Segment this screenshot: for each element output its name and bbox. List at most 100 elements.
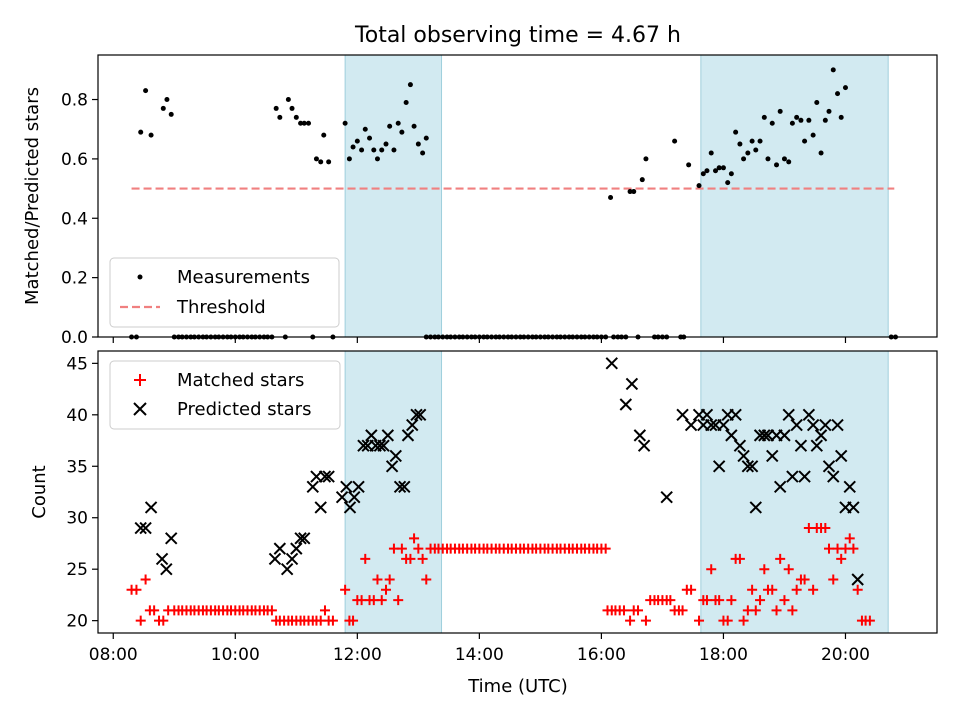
matched-star-point xyxy=(767,584,778,595)
matched-star-point xyxy=(413,543,424,554)
legend-predicted-label: Predicted stars xyxy=(177,399,311,420)
predicted-star-point xyxy=(814,429,828,442)
measurement-point xyxy=(423,135,429,141)
measurement-point xyxy=(835,91,841,97)
top-legend: Measurements Threshold xyxy=(109,257,340,328)
predicted-star-point xyxy=(625,377,639,391)
predicted-star-point xyxy=(778,429,791,442)
matched-star-point xyxy=(771,605,782,616)
predicted-star-point xyxy=(290,542,303,555)
measurement-point xyxy=(391,147,397,153)
predicted-star-point xyxy=(705,418,718,432)
measurement-point xyxy=(138,129,144,135)
matched-star-point xyxy=(823,543,834,554)
measurement-point xyxy=(301,120,307,126)
measurement-point xyxy=(749,138,755,144)
matched-star-point xyxy=(820,523,831,534)
matched-star-point xyxy=(808,584,819,595)
chart-title: Total observing time = 4.67 h xyxy=(354,23,681,48)
predicted-star-point xyxy=(843,480,856,494)
predicted-star-point xyxy=(725,429,738,442)
predicted-star-point xyxy=(343,501,357,514)
measurement-point xyxy=(774,162,780,168)
predicted-star-point xyxy=(676,408,689,422)
measurement-point xyxy=(700,171,706,177)
measurement-point xyxy=(359,147,365,153)
predicted-star-point xyxy=(322,470,335,483)
predicted-star-point xyxy=(827,470,840,483)
matched-star-point xyxy=(722,615,733,626)
matched-star-point xyxy=(384,574,395,585)
measurement-point xyxy=(781,156,787,162)
matched-star-point xyxy=(755,595,766,606)
predicted-star-point xyxy=(406,418,419,432)
matched-star-point xyxy=(625,615,636,626)
bottom-y-axis-label: Count xyxy=(29,465,50,518)
measurement-point xyxy=(407,82,413,88)
measurement-point xyxy=(765,156,771,162)
predicted-star-point xyxy=(637,439,651,452)
predicted-star-point xyxy=(134,521,147,535)
matched-star-point xyxy=(787,605,798,616)
measurement-point xyxy=(716,165,722,171)
predicted-star-point xyxy=(847,501,860,514)
matched-star-point xyxy=(747,584,758,595)
measurement-point xyxy=(806,117,812,123)
measurement-point xyxy=(318,159,324,165)
legend-predicted-marker xyxy=(133,402,147,416)
predicted-star-point xyxy=(819,418,832,432)
predicted-star-point xyxy=(393,480,407,494)
matched-star-point xyxy=(618,605,629,616)
predicted-star-point xyxy=(619,398,633,411)
predicted-star-point xyxy=(306,480,319,494)
predicted-star-point xyxy=(144,501,158,514)
bottom-legend-box xyxy=(109,360,341,430)
measurement-point xyxy=(753,147,759,153)
measurement-point xyxy=(704,168,710,174)
measurement-point xyxy=(273,105,279,111)
predicted-star-point xyxy=(773,480,787,494)
matched-star-point xyxy=(714,595,725,606)
y-tick-label: 0.6 xyxy=(61,150,88,170)
legend-matched-label: Matched stars xyxy=(177,370,304,391)
matched-star-point xyxy=(844,533,855,544)
measurement-point xyxy=(826,108,832,114)
measurement-point xyxy=(777,108,783,114)
predicted-star-point xyxy=(377,439,390,452)
top-shaded-intervals xyxy=(344,54,889,338)
measurement-point xyxy=(720,165,726,171)
predicted-star-point xyxy=(401,429,415,442)
matched-star-point xyxy=(600,543,611,554)
matched-star-point xyxy=(348,615,359,626)
matched-star-point xyxy=(852,584,863,595)
measurement-point xyxy=(708,150,714,156)
x-tick-label: 16:00 xyxy=(577,645,626,665)
predicted-star-point xyxy=(782,408,795,422)
measurement-point xyxy=(728,171,734,177)
measurement-point xyxy=(420,150,426,156)
predicted-star-point xyxy=(348,490,361,504)
measurement-point xyxy=(367,135,373,141)
y-tick-label: 45 xyxy=(66,354,88,374)
legend-measurements-marker xyxy=(137,274,143,280)
x-axis-label: Time (UTC) xyxy=(467,676,568,697)
predicted-star-point xyxy=(165,532,178,545)
matched-star-point xyxy=(158,615,169,626)
measurement-point xyxy=(387,123,393,129)
matched-star-point xyxy=(701,595,712,606)
measurement-point xyxy=(786,159,792,165)
measurement-point xyxy=(371,147,377,153)
measurement-point xyxy=(350,144,356,150)
predicted-star-point xyxy=(155,552,169,566)
predicted-star-point xyxy=(790,418,803,432)
measurement-point xyxy=(326,159,332,165)
measurement-point xyxy=(148,132,154,138)
predicted-star-point xyxy=(717,418,730,432)
matched-star-point xyxy=(372,574,383,585)
measurement-point xyxy=(822,117,828,123)
x-tick-label: 08:00 xyxy=(89,645,138,665)
predicted-star-point xyxy=(365,429,378,442)
predicted-star-point xyxy=(389,449,402,463)
y-tick-label: 35 xyxy=(66,457,88,477)
